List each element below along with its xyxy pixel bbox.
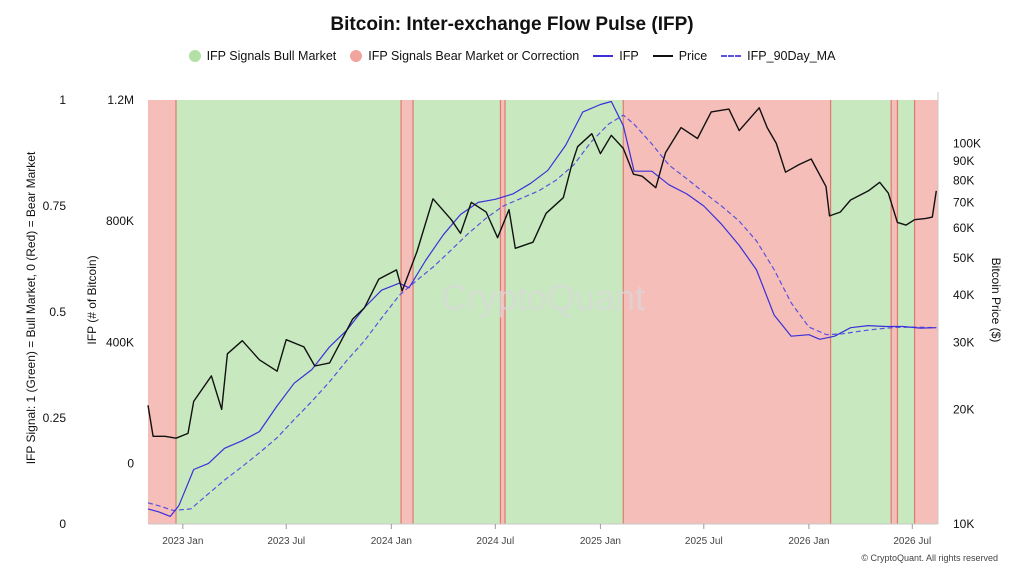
- price-tick-label-4: 50K: [953, 251, 974, 265]
- price-tick-label-7: 80K: [953, 173, 974, 187]
- legend-item-bull[interactable]: IFP Signals Bull Market: [188, 49, 337, 63]
- copyright-notice: © CryptoQuant. All rights reserved: [861, 553, 998, 563]
- chart-legend: IFP Signals Bull Market IFP Signals Bear…: [0, 49, 1024, 63]
- signal-band-bull-7: [830, 100, 892, 524]
- signal-band-bull-9: [897, 100, 915, 524]
- series-line-ifp-90day-ma[interactable]: [147, 114, 937, 511]
- legend-label-ifp: IFP: [619, 49, 639, 63]
- x-tick-label-6: 2026 Jan: [788, 536, 829, 547]
- watermark: CryptoQuant: [441, 277, 645, 318]
- signal-band-bull-5: [505, 100, 624, 524]
- signal-axis: 0 0.25 0.5 0.75 1: [43, 93, 67, 531]
- signal-tick-label-1: 0.25: [43, 411, 67, 425]
- legend-item-price[interactable]: Price: [652, 49, 708, 63]
- legend-swatch-ma: [721, 55, 742, 57]
- price-tick-label-2: 30K: [953, 335, 974, 349]
- ifp-axis: 0 400K 800K 1.2M: [106, 93, 134, 470]
- legend-swatch-bear: [350, 50, 363, 62]
- price-axis: 10K 20K 30K 40K 50K 60K 70K 80K 90K 100K: [953, 136, 981, 531]
- x-tick-label-2: 2024 Jan: [371, 536, 412, 547]
- signal-band-bull-3: [413, 100, 501, 524]
- price-tick-label-8: 90K: [953, 154, 974, 168]
- x-tick-label-7: 2026 Jul: [893, 536, 931, 547]
- series-line-ifp[interactable]: [147, 100, 937, 517]
- signal-axis-title: IFP Signal: 1 (Green) = Bull Market, 0 (…: [24, 151, 38, 464]
- legend-label-bear: IFP Signals Bear Market or Correction: [368, 49, 580, 63]
- series-line-price[interactable]: [147, 107, 937, 439]
- ifp-tick-label-3: 1.2M: [107, 93, 134, 107]
- signal-tick-label-4: 1: [59, 93, 66, 107]
- x-tick-label-3: 2024 Jul: [476, 536, 514, 547]
- legend-swatch-bull: [188, 50, 201, 62]
- price-axis-title: Bitcoin Price ($): [989, 258, 1003, 343]
- legend-item-ma[interactable]: IFP_90Day_MA: [721, 49, 835, 63]
- ifp-tick-label-1: 400K: [106, 335, 134, 349]
- signal-bands: [148, 100, 938, 524]
- legend-label-price: Price: [678, 49, 708, 63]
- x-tick-label-4: 2025 Jan: [580, 536, 621, 547]
- signal-band-bear-10: [914, 100, 938, 524]
- ifp-tick-label-2: 800K: [106, 214, 134, 228]
- ifp-axis-title: IFP (# of Bitcoin): [85, 255, 99, 344]
- price-tick-label-6: 70K: [953, 195, 974, 209]
- ifp-tick-label-0: 0: [127, 456, 134, 470]
- signal-tick-label-0: 0: [59, 517, 66, 531]
- x-tick-label-0: 2023 Jan: [162, 536, 203, 547]
- price-tick-label-9: 100K: [953, 136, 981, 150]
- price-tick-label-0: 10K: [953, 517, 974, 531]
- signal-band-bear-4: [500, 100, 506, 524]
- signal-band-bull-1: [175, 100, 402, 524]
- x-tick-label-5: 2025 Jul: [685, 536, 723, 547]
- x-tick-label-1: 2023 Jul: [267, 536, 305, 547]
- signal-band-bear-0: [148, 100, 176, 524]
- signal-tick-label-3: 0.75: [43, 199, 67, 213]
- x-axis-ticks: 2023 Jan 2023 Jul 2024 Jan 2024 Jul 2025 Jan…: [162, 524, 931, 547]
- price-tick-label-5: 60K: [953, 221, 974, 235]
- signal-tick-label-2: 0.5: [49, 305, 66, 319]
- signal-band-bear-6: [623, 100, 831, 524]
- legend-item-bear[interactable]: IFP Signals Bear Market or Correction: [350, 49, 579, 63]
- legend-item-ifp[interactable]: IFP: [593, 49, 639, 63]
- series-lines: [147, 100, 937, 517]
- signal-band-bear-2: [401, 100, 414, 524]
- price-tick-label-1: 20K: [953, 402, 974, 416]
- legend-label-ma: IFP_90Day_MA: [747, 49, 836, 63]
- price-tick-label-3: 40K: [953, 288, 974, 302]
- legend-swatch-price: [652, 55, 673, 57]
- legend-label-bull: IFP Signals Bull Market: [206, 49, 337, 63]
- signal-band-bear-8: [891, 100, 898, 524]
- chart-title: Bitcoin: Inter-exchange Flow Pulse (IFP): [330, 14, 694, 35]
- legend-swatch-ifp: [593, 55, 614, 57]
